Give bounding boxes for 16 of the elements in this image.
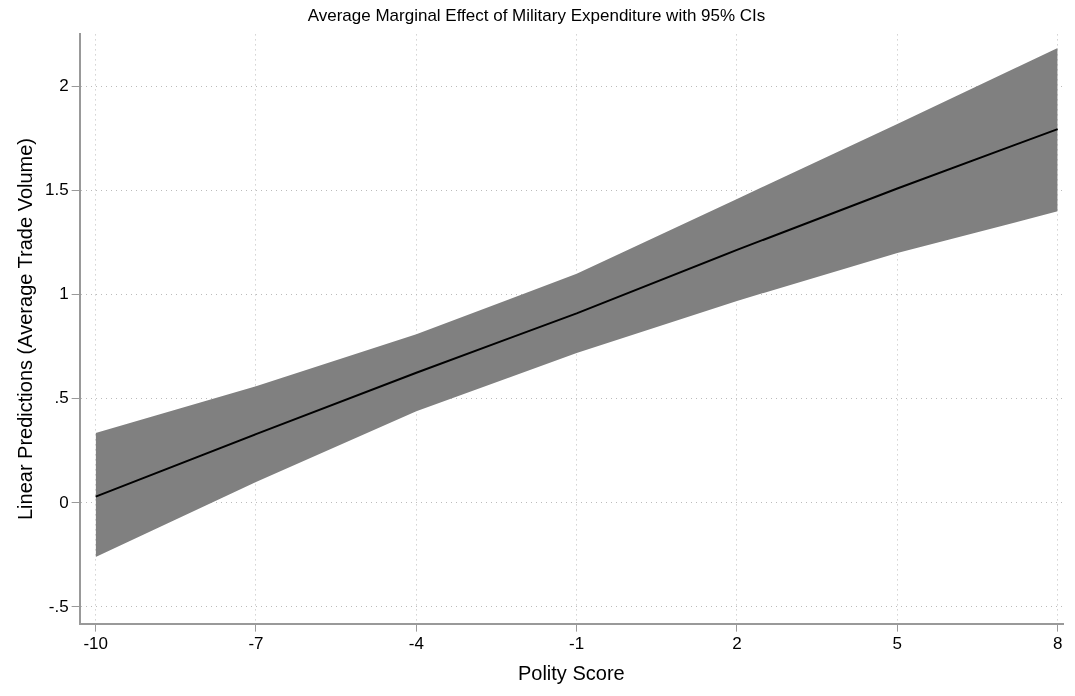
x-tick-label: -4 [408, 634, 424, 654]
x-tick-label: 8 [1052, 634, 1063, 654]
y-tick-label: -.5 [48, 596, 69, 616]
x-tick-label: -1 [569, 634, 585, 654]
y-tick-label: .5 [54, 388, 69, 408]
y-tick-label: 0 [59, 492, 69, 512]
y-tick-label: 1 [59, 284, 69, 304]
x-tick-label: 2 [732, 634, 742, 654]
x-tick-label: 5 [892, 634, 903, 654]
y-tick-label: 2 [59, 76, 69, 96]
x-tick-label: -10 [83, 634, 108, 654]
y-axis-title: Linear Predictions (Average Trade Volume) [13, 137, 36, 521]
y-tick-label: 1.5 [44, 180, 69, 200]
x-axis-title: Polity Score [517, 661, 625, 684]
chart-title: Average Marginal Effect of Military Expenditure with 95% CIs [307, 5, 766, 25]
x-tick-label: -7 [248, 634, 264, 654]
